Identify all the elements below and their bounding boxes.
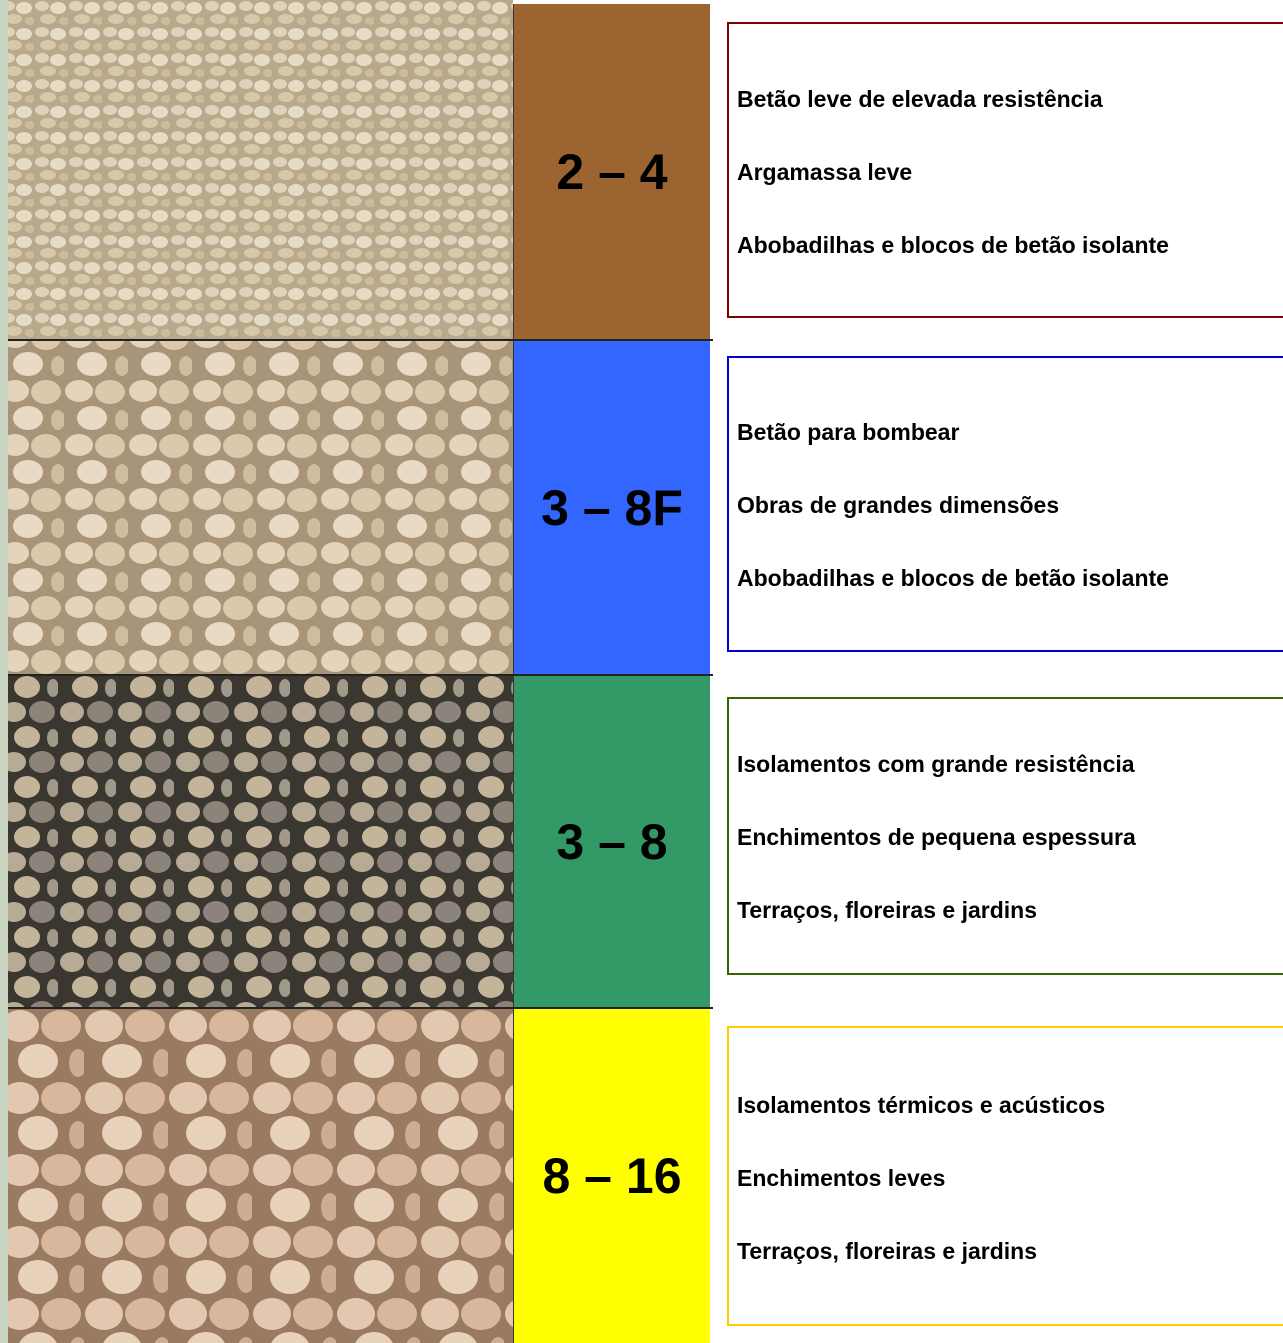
aggregate-photos <box>0 0 513 1343</box>
use-item: Isolamentos térmicos e acústicos <box>737 1092 1106 1118</box>
row-separator <box>8 1007 713 1009</box>
uses-box: Isolamentos térmicos e acústicos Enchime… <box>727 1026 1283 1326</box>
photo-8-16 <box>8 1008 513 1343</box>
size-label: 3 – 8F <box>513 340 710 675</box>
size-label: 8 – 16 <box>513 1008 710 1343</box>
uses-box: Isolamentos com grande resistência Enchi… <box>727 697 1283 975</box>
edge <box>0 0 8 1343</box>
row-separator <box>8 674 713 676</box>
size-label: 2 – 4 <box>513 4 710 340</box>
use-item: Argamassa leve <box>737 159 913 185</box>
use-item: Betão para bombear <box>737 419 960 445</box>
row-separator <box>8 339 713 341</box>
use-item: Betão leve de elevada resistência <box>737 86 1103 112</box>
size-label: 3 – 8 <box>513 675 710 1008</box>
use-item: Obras de grandes dimensões <box>737 492 1060 518</box>
photo-3-8 <box>8 675 513 1008</box>
use-item: Terraços, floreiras e jardins <box>737 897 1037 923</box>
use-item: Enchimentos leves <box>737 1165 946 1191</box>
use-item: Isolamentos com grande resistência <box>737 751 1135 777</box>
use-item: Terraços, floreiras e jardins <box>737 1238 1037 1264</box>
uses-box: Betão para bombear Obras de grandes dime… <box>727 356 1283 652</box>
uses-box: Betão leve de elevada resistência Argama… <box>727 22 1283 318</box>
use-item: Abobadilhas e blocos de betão isolante <box>737 565 1169 591</box>
photo-3-8f <box>8 340 513 675</box>
use-item: Enchimentos de pequena espessura <box>737 824 1136 850</box>
photo-2-4 <box>8 0 513 340</box>
use-item: Abobadilhas e blocos de betão isolante <box>737 232 1169 258</box>
